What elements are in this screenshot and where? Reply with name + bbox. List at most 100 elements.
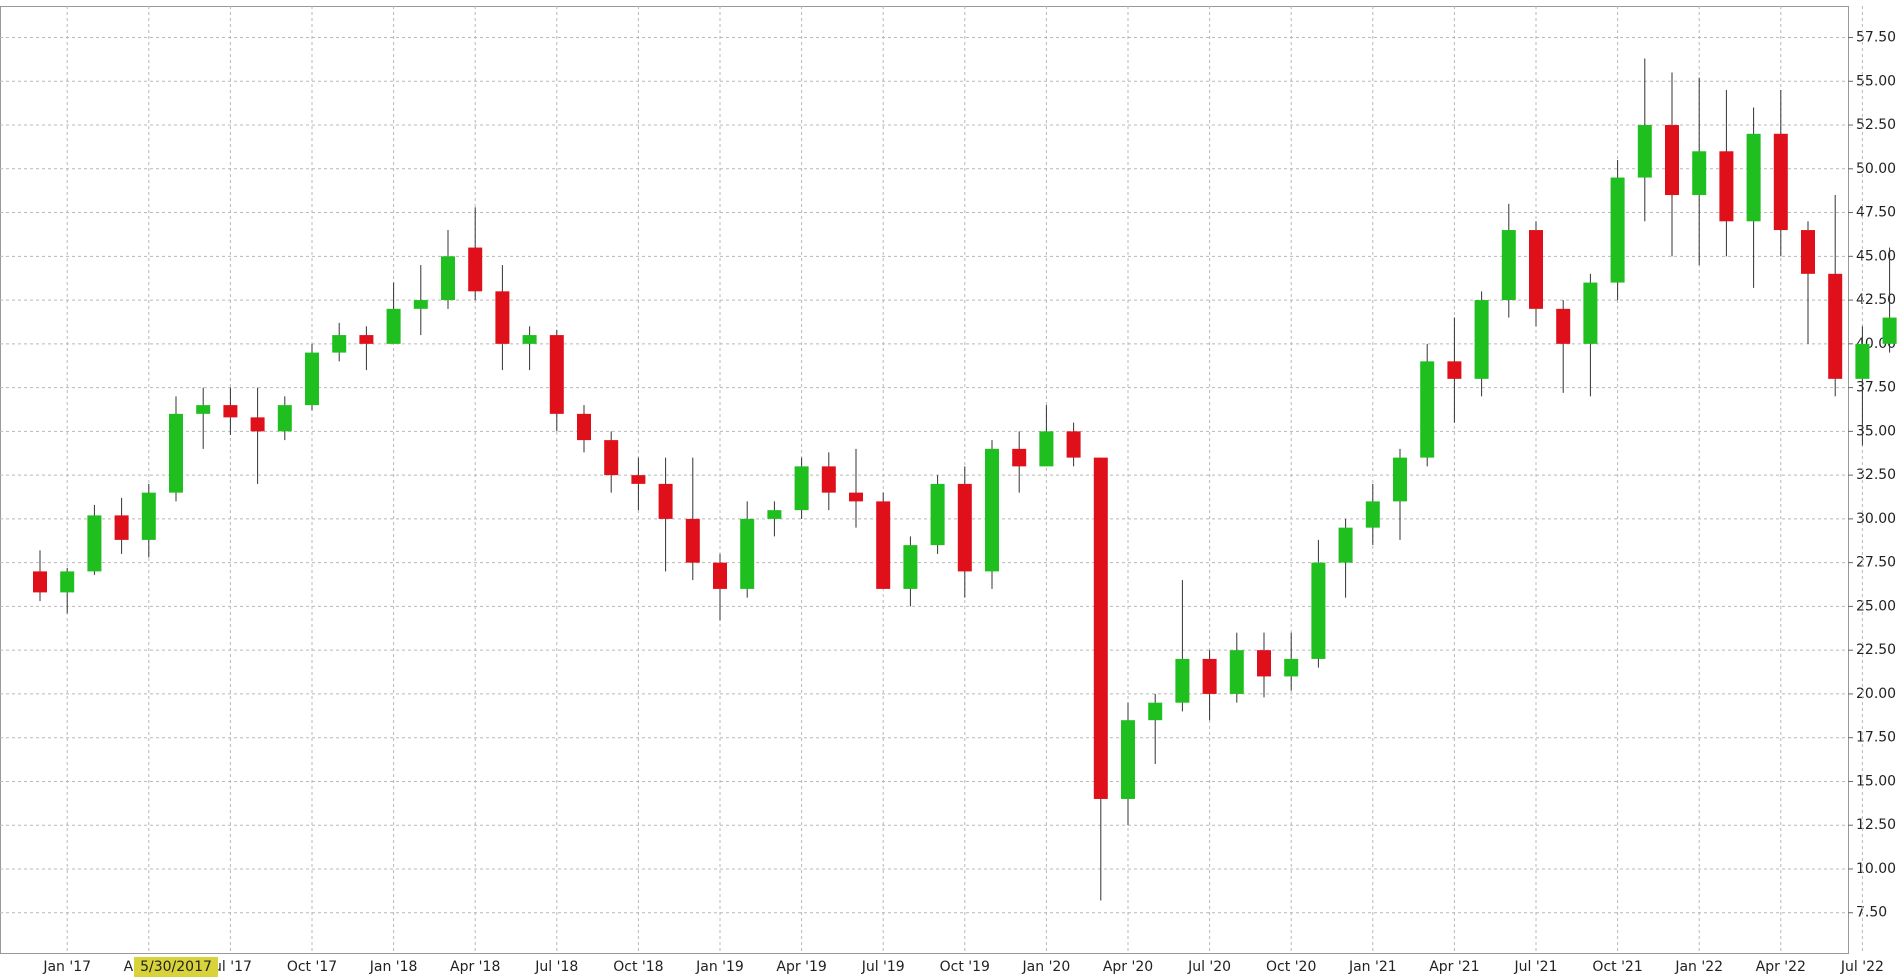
candle-body: [1529, 230, 1543, 309]
candle-body: [87, 515, 102, 572]
x-tick-label: Apr '21: [1429, 959, 1479, 975]
candle-body: [1338, 527, 1353, 563]
candle-body: [33, 571, 47, 593]
y-tick-label: 55.00: [1856, 73, 1896, 89]
candle-body: [985, 448, 999, 572]
x-tick-label: Jan '19: [695, 959, 744, 975]
candle-body: [169, 413, 183, 493]
x-tick-label: Jul '18: [534, 959, 578, 975]
candle-body: [522, 335, 537, 344]
crosshair-label-bg: [134, 957, 218, 977]
candle-body: [713, 562, 727, 589]
candle-body: [1610, 177, 1625, 283]
candle-body: [305, 352, 319, 406]
x-tick-label: Jan '20: [1022, 959, 1071, 975]
candle-body: [1447, 361, 1462, 379]
candle-body: [849, 492, 863, 502]
candle-body: [196, 405, 211, 414]
y-tick-label: 17.50: [1856, 730, 1896, 746]
candle-body: [1801, 230, 1815, 274]
candle-body: [1039, 431, 1054, 467]
candle-body: [1257, 650, 1271, 677]
y-tick-label: 20.00: [1856, 686, 1896, 702]
candle-body: [767, 510, 782, 519]
candle-body: [549, 335, 564, 414]
x-tick-label: Oct '18: [613, 959, 663, 975]
y-tick-label: 7.50: [1856, 905, 1887, 921]
candle-body: [1148, 702, 1163, 721]
x-tick-label: Jan '18: [369, 959, 418, 975]
x-tick-label: Apr '20: [1103, 959, 1153, 975]
y-tick-label: 15.00: [1856, 773, 1896, 789]
y-tick-label: 45.00: [1856, 248, 1896, 264]
x-tick-label: Apr '18: [450, 959, 500, 975]
candle-body: [250, 417, 265, 432]
y-tick-label: 12.50: [1856, 817, 1896, 833]
candle-body: [957, 483, 972, 572]
y-tick-label: 25.00: [1856, 598, 1896, 614]
x-tick-label: Oct '21: [1592, 959, 1642, 975]
plot-frame: [0, 6, 1849, 954]
x-tick-label: Oct '20: [1266, 959, 1316, 975]
candle-body: [141, 492, 156, 540]
candle-body: [1311, 562, 1326, 659]
candle-body: [441, 256, 455, 301]
candle-body: [223, 405, 238, 418]
y-tick-label: 30.00: [1856, 511, 1896, 527]
y-tick-label: 32.50: [1856, 467, 1896, 483]
candle-body: [685, 518, 700, 563]
candle-body: [1692, 151, 1707, 196]
y-tick-label: 50.00: [1856, 161, 1896, 177]
x-tick-label: Apr '19: [776, 959, 826, 975]
candle-body: [1393, 457, 1407, 502]
y-tick-label: 57.50: [1856, 30, 1896, 46]
candle-body: [1229, 650, 1244, 694]
x-tick-label: Jul '17: [208, 959, 252, 975]
candle-body: [1746, 133, 1761, 222]
candle-body: [1175, 658, 1190, 703]
candle-body: [386, 308, 401, 344]
y-tick-label: 10.00: [1856, 861, 1896, 877]
x-tick-label: Jul '21: [1513, 959, 1557, 975]
y-tick-label: 52.50: [1856, 117, 1896, 133]
y-tick-label: 47.50: [1856, 205, 1896, 221]
candle-body: [1882, 317, 1897, 344]
candle-body: [631, 475, 646, 484]
candle-body: [359, 335, 374, 344]
x-tick-label: Oct '17: [287, 959, 337, 975]
candle-body: [1665, 125, 1679, 196]
y-tick-label: 22.50: [1856, 642, 1896, 658]
candle-body: [876, 501, 891, 589]
y-tick-label: 27.50: [1856, 555, 1896, 571]
candle-body: [277, 405, 292, 432]
candle-body: [1012, 448, 1027, 467]
candle-body: [658, 483, 673, 519]
candle-body: [1773, 133, 1788, 231]
candle-body: [114, 515, 129, 540]
candle-body: [332, 335, 347, 353]
candle-body: [1719, 151, 1734, 222]
crosshair-label: 5/30/2017: [140, 959, 212, 975]
x-tick-label: Jul '19: [861, 959, 905, 975]
x-tick-label: Apr '22: [1756, 959, 1806, 975]
x-tick-label: Oct '19: [940, 959, 990, 975]
candle-body: [495, 291, 510, 344]
candle-body: [468, 247, 483, 292]
candle-body: [930, 483, 945, 546]
candle-body: [1583, 282, 1598, 344]
x-tick-label: Jan '17: [42, 959, 91, 975]
x-tick-label: Jul '20: [1187, 959, 1231, 975]
candle-body: [1556, 308, 1571, 344]
candle-body: [1093, 457, 1108, 799]
candle-body: [577, 413, 591, 441]
candle-body: [1420, 361, 1435, 458]
candle-body: [1501, 230, 1516, 301]
y-tick-label: 35.00: [1856, 423, 1896, 439]
candle-body: [1121, 720, 1135, 799]
candle-body: [60, 571, 75, 593]
candle-body: [1284, 658, 1299, 677]
candle-body: [903, 545, 918, 589]
x-tick-label: Jan '22: [1674, 959, 1723, 975]
candle-body: [1066, 431, 1081, 458]
